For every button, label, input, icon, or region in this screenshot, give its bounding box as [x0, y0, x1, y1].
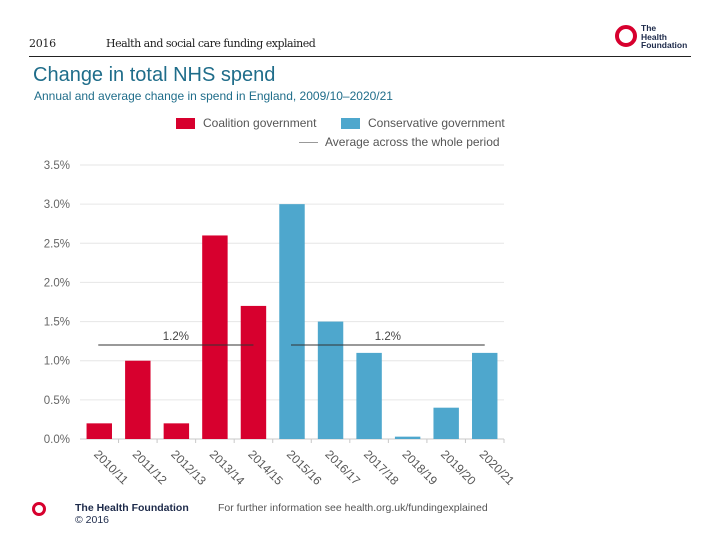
x-tick-label: 2011/12 — [130, 447, 170, 487]
y-tick-label: 2.5% — [44, 238, 70, 250]
bar-2012-13 — [163, 423, 190, 439]
x-tick-label: 2016/17 — [322, 447, 363, 488]
x-tick-label: 2013/14 — [207, 447, 248, 488]
health-foundation-logo: The Health Foundation — [615, 24, 695, 50]
bar-2014-15 — [240, 305, 267, 439]
chart-subtitle: Annual and average change in spend in En… — [34, 89, 393, 103]
bars — [86, 204, 498, 439]
x-tick-label: 2017/18 — [361, 447, 402, 488]
logo-text: The Health Foundation — [641, 23, 688, 50]
y-tick-label: 1.5% — [44, 317, 70, 329]
bar-2018-19 — [394, 436, 421, 439]
document-title: Health and social care funding explained — [106, 37, 316, 50]
legend-label-coalition: Coalition government — [203, 116, 317, 130]
legend-label-average: Average across the whole period — [325, 135, 500, 149]
y-tick-label: 3.5% — [44, 160, 70, 172]
bar-2017-18 — [356, 352, 382, 439]
logo-ring-icon — [615, 25, 637, 47]
bar-2019-20 — [433, 407, 459, 439]
y-tick-label: 0.5% — [44, 395, 70, 407]
y-tick-label: 1.0% — [44, 356, 70, 368]
x-tick-label: 2018/19 — [400, 447, 441, 488]
legend-line-average — [299, 142, 318, 143]
y-tick-label: 2.0% — [44, 277, 70, 289]
legend-swatch-coalition — [176, 118, 195, 129]
footer-info-link[interactable]: For further information see health.org.u… — [218, 502, 488, 514]
bar-2013-14 — [202, 235, 228, 439]
average-lines: 1.2% 1.2% — [98, 331, 485, 346]
legend-swatch-conservative — [341, 118, 360, 129]
x-tick-label: 2015/16 — [284, 447, 325, 488]
x-tick-label: 2020/21 — [477, 447, 518, 488]
y-tick-label: 3.0% — [44, 199, 70, 211]
header-year: 2016 — [29, 37, 56, 50]
average-label: 1.2% — [375, 331, 401, 343]
bar-2010-11 — [86, 423, 112, 439]
footer-copyright: © 2016 — [75, 514, 110, 526]
x-axis-ticks: 2010/112011/122012/132013/142014/152015/… — [91, 439, 517, 488]
x-tick-label: 2012/13 — [168, 447, 209, 488]
average-label: 1.2% — [163, 331, 189, 343]
bar-2016-17 — [317, 321, 344, 439]
x-tick-label: 2010/11 — [91, 447, 131, 487]
bar-2011-12 — [125, 360, 151, 439]
y-axis-ticks: 0.0% 0.5% 1.0% 1.5% 2.0% 2.5% 3.0% 3.5% — [44, 160, 70, 446]
x-tick-label: 2014/15 — [245, 447, 286, 488]
chart-title: Change in total NHS spend — [33, 64, 276, 86]
legend-label-conservative: Conservative government — [368, 116, 505, 130]
bar-2015-16 — [279, 204, 305, 439]
footer-organisation: The Health Foundation — [75, 502, 189, 514]
bar-2020-21 — [472, 352, 498, 439]
footer-logo-icon — [32, 502, 46, 516]
y-tick-label: 0.0% — [44, 434, 70, 446]
header-divider — [29, 56, 691, 57]
x-tick-label: 2019/20 — [438, 447, 479, 488]
